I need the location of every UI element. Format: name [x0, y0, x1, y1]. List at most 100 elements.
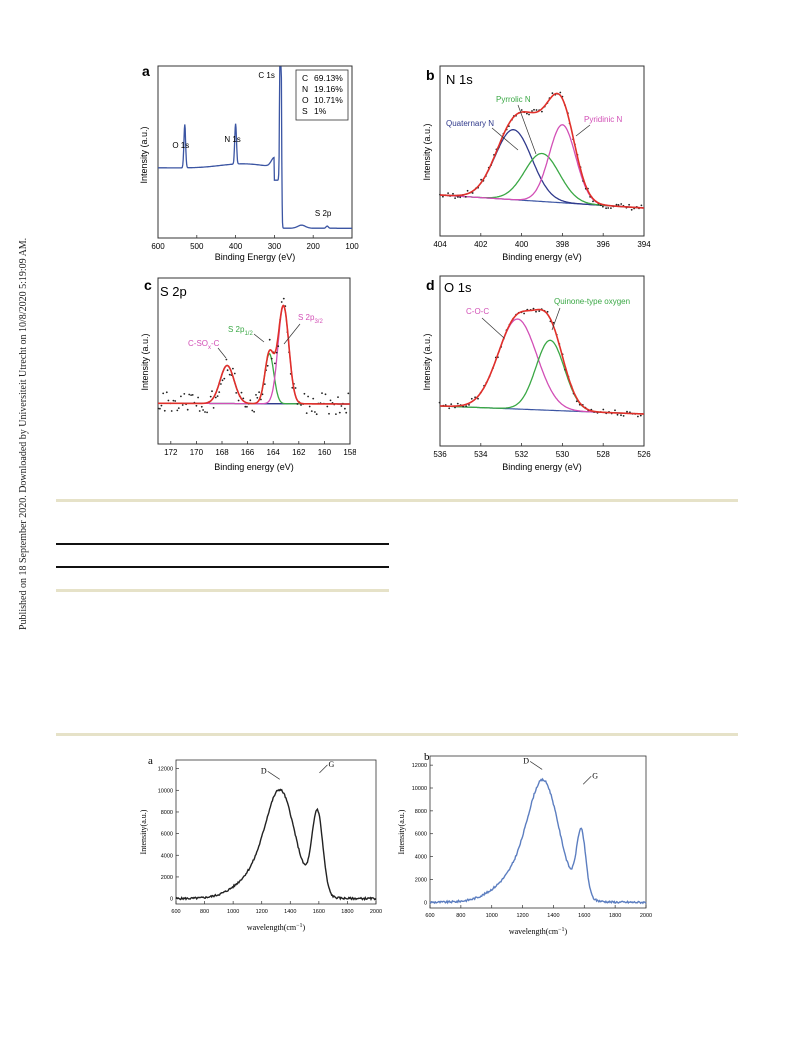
data-point: [170, 410, 173, 412]
raman-a-chart: a 600 800 1000 1200 1400 1600 1800 2000 0 2000 400…: [139, 755, 382, 932]
y-tick-label: 2000: [161, 875, 173, 881]
data-point: [202, 409, 204, 411]
data-point: [305, 412, 308, 414]
data-point: [233, 372, 236, 375]
data-point: [232, 367, 234, 370]
data-point: [228, 373, 231, 376]
data-point: [454, 197, 456, 200]
legend-value-n: 19.16%: [314, 84, 343, 94]
data-point: [626, 410, 628, 413]
data-point: [263, 383, 266, 385]
data-point: [240, 391, 243, 394]
label-leader: [253, 333, 265, 343]
x-tick-label: 600: [425, 913, 434, 919]
x-tick-label: 500: [190, 242, 204, 251]
data-point: [329, 399, 332, 402]
raman-a-y-axis-label: Intensity(a.u.): [139, 809, 148, 854]
data-point: [315, 413, 318, 416]
x-tick-label: 526: [637, 450, 651, 459]
raman-line: [175, 788, 377, 902]
data-point: [326, 405, 329, 408]
data-point: [344, 407, 346, 410]
x-tick-label: 800: [200, 909, 209, 915]
raman-a-panel-label: a: [148, 755, 153, 767]
data-point: [468, 404, 470, 406]
data-point: [616, 413, 619, 416]
xps-o1s-x-ticks: 536 534 532 530 528 526: [433, 443, 651, 459]
peak-label-g: G: [329, 760, 335, 769]
data-point: [277, 345, 280, 348]
legend-element-o: O: [302, 95, 309, 105]
xps-survey-composition-legend: C 69.13% N 19.16% O 10.71% S 1%: [295, 69, 349, 121]
y-tick-label: 12000: [158, 767, 173, 773]
envelope-fit: [440, 308, 644, 415]
data-point: [480, 178, 482, 181]
peak-label-d: D: [523, 756, 529, 765]
raman-a-ticks: 600 800 1000 1200 1400 1600 1800 2000 0 2000 4000 6…: [158, 767, 382, 915]
data-point: [294, 387, 297, 389]
label-leader: [517, 104, 537, 155]
data-point: [300, 404, 302, 406]
data-point: [321, 392, 323, 394]
legend-value-o: 10.71%: [314, 95, 343, 105]
data-point: [538, 310, 541, 312]
data-point: [535, 310, 537, 313]
xps-s2p-component-labels: C-SOx-C S 2p1/2 S 2p3/2: [188, 313, 323, 359]
data-point: [528, 113, 530, 116]
y-tick-label: 0: [170, 897, 173, 903]
data-point: [157, 407, 160, 410]
data-point: [345, 411, 348, 414]
data-point: [177, 407, 180, 409]
xps-n1s-panel-label: b: [426, 67, 435, 83]
xps-survey-panel-label: a: [142, 63, 150, 79]
data-point: [190, 394, 192, 396]
component-peak: [158, 364, 350, 405]
data-point: [335, 413, 337, 415]
data-point: [237, 399, 240, 402]
data-point: [253, 410, 255, 413]
data-point: [160, 404, 163, 407]
data-point: [520, 109, 523, 111]
survey-peak-label: N 1s: [224, 135, 240, 144]
data-point: [615, 203, 618, 206]
raman-a-peak-labels: DG: [261, 760, 335, 780]
data-point: [280, 301, 283, 303]
raman-a-x-axis-label: wavelength(cm−1): [247, 923, 306, 932]
raman-line: [429, 777, 647, 905]
data-point: [172, 399, 175, 402]
x-tick-label: 600: [151, 242, 165, 251]
data-point: [459, 196, 462, 199]
data-point: [198, 410, 201, 412]
label-leader: [283, 323, 301, 345]
xps-survey-x-axis-label: Binding Energy (eV): [215, 252, 296, 262]
x-tick-label: 164: [267, 448, 281, 457]
xps-s2p-x-ticks: 172 170 168 166 164 162 160 158: [164, 441, 356, 457]
x-tick-label: 800: [456, 913, 465, 919]
xps-n1s-y-axis-label: Intensity (a.u.): [422, 123, 432, 180]
data-point: [526, 112, 528, 115]
data-point: [221, 379, 224, 382]
peak-arrow: [582, 776, 592, 785]
x-tick-label: 1400: [284, 909, 296, 915]
data-point: [620, 203, 623, 205]
data-point: [270, 357, 273, 360]
data-point: [347, 392, 350, 395]
x-tick-label: 172: [164, 448, 178, 457]
data-point: [447, 192, 449, 195]
data-point: [541, 110, 543, 113]
data-point: [637, 415, 639, 418]
raman-b-frame: [429, 755, 647, 909]
legend-element-s: S: [302, 106, 308, 116]
data-point: [531, 110, 533, 112]
data-point: [159, 407, 161, 410]
x-tick-label: 528: [597, 450, 611, 459]
data-point: [551, 92, 554, 95]
data-point: [452, 192, 454, 195]
peak-label-g: G: [592, 771, 598, 780]
data-point: [220, 383, 222, 385]
data-point: [216, 395, 219, 397]
data-point: [275, 351, 278, 354]
raman-b-x-axis-label: wavelength(cm−1): [509, 927, 568, 936]
label-leader: [481, 317, 505, 339]
component-label-c-sox-c: C-SOx-C: [188, 339, 220, 351]
